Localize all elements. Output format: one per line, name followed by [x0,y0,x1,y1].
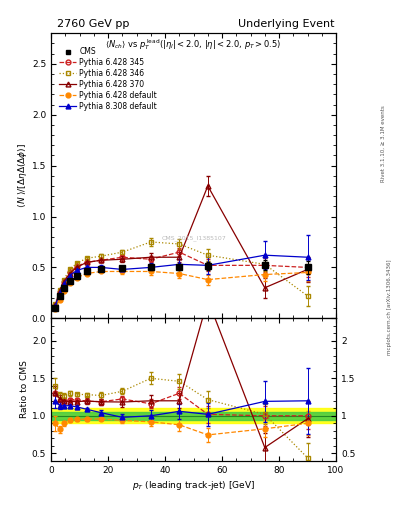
Text: mcplots.cern.ch [arXiv:1306.3436]: mcplots.cern.ch [arXiv:1306.3436] [387,260,391,355]
Text: CMS_2015_I1385107: CMS_2015_I1385107 [161,236,226,241]
Text: Underlying Event: Underlying Event [237,19,334,30]
Bar [51,408,336,423]
Text: 2760 GeV pp: 2760 GeV pp [57,19,129,30]
Y-axis label: $\langle\, N\,\rangle/[\Delta\eta\Delta(\Delta\phi)]$: $\langle\, N\,\rangle/[\Delta\eta\Delta(… [16,143,29,208]
Legend: CMS, Pythia 6.428 345, Pythia 6.428 346, Pythia 6.428 370, Pythia 6.428 default,: CMS, Pythia 6.428 345, Pythia 6.428 346,… [58,46,158,112]
Text: Rivet 3.1.10, ≥ 3.1M events: Rivet 3.1.10, ≥ 3.1M events [381,105,386,182]
X-axis label: $p_T$ (leading track-jet) [GeV]: $p_T$ (leading track-jet) [GeV] [132,479,255,492]
Text: $\langle N_{ch}\rangle$ vs $p_T^{\,\mathrm{lead}}$($|\eta_l|$$<$2.0, $|\eta|$$<$: $\langle N_{ch}\rangle$ vs $p_T^{\,\math… [105,37,282,52]
Bar [51,412,336,419]
Y-axis label: Ratio to CMS: Ratio to CMS [20,360,29,418]
